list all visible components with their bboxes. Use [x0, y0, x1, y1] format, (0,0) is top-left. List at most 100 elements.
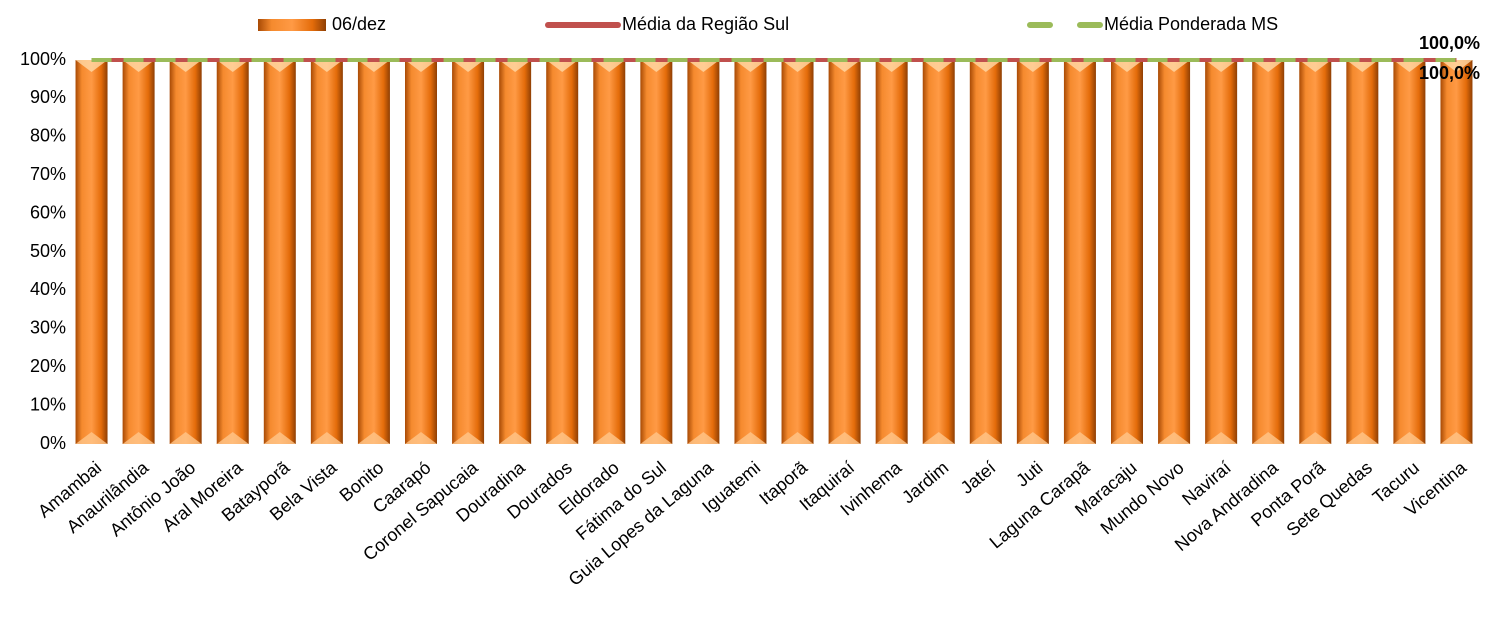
bar-bevel	[1440, 432, 1473, 444]
bar-bevel	[499, 60, 532, 72]
y-tick-label: 20%	[30, 356, 66, 376]
bar	[546, 60, 579, 444]
y-tick-label: 10%	[30, 394, 66, 414]
y-tick-label: 50%	[30, 241, 66, 261]
bar	[969, 60, 1002, 444]
bar-bevel	[1299, 60, 1332, 72]
bar	[310, 60, 343, 444]
bar-bevel	[1346, 432, 1379, 444]
bar	[593, 60, 626, 444]
bar	[922, 60, 955, 444]
bar	[875, 60, 908, 444]
bar-bevel	[687, 60, 720, 72]
bar	[687, 60, 720, 444]
x-tick-label: Jateí	[957, 457, 1000, 497]
x-tick-label: Juti	[1012, 457, 1046, 490]
bar-bevel	[405, 60, 437, 72]
bar-bevel	[75, 432, 108, 444]
y-tick-label: 30%	[30, 318, 66, 338]
bar	[216, 60, 249, 444]
bar-bevel	[1016, 432, 1049, 444]
legend-label: 06/dez	[332, 14, 386, 34]
bar	[499, 60, 532, 444]
bar-bevel	[1205, 60, 1238, 72]
bar-bevel	[875, 432, 908, 444]
bar-bevel	[781, 432, 814, 444]
bar-bevel	[1016, 60, 1049, 72]
bar-bevel	[781, 60, 814, 72]
bar-bevel	[922, 432, 955, 444]
y-tick-label: 0%	[40, 433, 66, 453]
bar	[1252, 60, 1285, 444]
bar	[1299, 60, 1332, 444]
bar-bevel	[922, 60, 955, 72]
bar	[781, 60, 814, 444]
bar-bevel	[546, 60, 579, 72]
bar	[1158, 60, 1191, 444]
bar-bevel	[1393, 60, 1426, 72]
bar-bevel	[169, 60, 202, 72]
y-tick-label: 70%	[30, 164, 66, 184]
bar	[169, 60, 202, 444]
bar-bevel	[969, 60, 1002, 72]
bar-bevel	[828, 60, 861, 72]
bar-bevel	[734, 60, 767, 72]
bar-bevel	[640, 432, 673, 444]
bar-bevel	[593, 432, 626, 444]
bar-bevel	[216, 432, 249, 444]
bar-bevel	[1393, 432, 1426, 444]
bar-bevel	[1158, 432, 1191, 444]
bar	[640, 60, 673, 444]
legend-label: Média da Região Sul	[622, 14, 789, 34]
bar	[75, 60, 108, 444]
bar	[828, 60, 861, 444]
bar	[263, 60, 296, 444]
bar	[1205, 60, 1238, 444]
data-label: 100,0%	[1419, 63, 1480, 83]
y-tick-label: 40%	[30, 279, 66, 299]
bar	[1016, 60, 1049, 444]
bar	[1346, 60, 1379, 444]
y-tick-label: 90%	[30, 87, 66, 107]
bar	[734, 60, 767, 444]
bar-bevel	[969, 432, 1002, 444]
legend-swatch	[258, 19, 326, 31]
bar-bevel	[452, 432, 485, 444]
bar-bevel	[1111, 60, 1143, 72]
bar-bevel	[263, 60, 296, 72]
bar-bevel	[875, 60, 908, 72]
bar	[1063, 60, 1096, 444]
bar-bevel	[1440, 60, 1473, 72]
bar-bevel	[310, 432, 343, 444]
bar-bevel	[1299, 432, 1332, 444]
bar-bevel	[357, 432, 390, 444]
y-tick-label: 80%	[30, 126, 66, 146]
bar	[1111, 60, 1143, 444]
bar	[452, 60, 485, 444]
bar	[405, 60, 437, 444]
bar	[1393, 60, 1426, 444]
bar-bevel	[122, 60, 155, 72]
data-label: 100,0%	[1419, 33, 1480, 53]
bar-bevel	[1252, 60, 1285, 72]
bar-bevel	[1158, 60, 1191, 72]
bar-bevel	[1252, 432, 1285, 444]
bar-bevel	[1063, 432, 1096, 444]
bar-bevel	[1063, 60, 1096, 72]
bar	[357, 60, 390, 444]
bar-bevel	[169, 432, 202, 444]
bar-bevel	[828, 432, 861, 444]
bar-bevel	[1346, 60, 1379, 72]
bar-bevel	[310, 60, 343, 72]
bar	[122, 60, 155, 444]
bar-bevel	[75, 60, 108, 72]
bar-bevel	[405, 432, 437, 444]
bar-bevel	[1205, 432, 1238, 444]
bar-bevel	[357, 60, 390, 72]
legend-label: Média Ponderada MS	[1104, 14, 1278, 34]
bar-bevel	[546, 432, 579, 444]
bar-bevel	[1111, 432, 1143, 444]
bar-bevel	[734, 432, 767, 444]
x-tick-label: Jardim	[898, 457, 952, 507]
